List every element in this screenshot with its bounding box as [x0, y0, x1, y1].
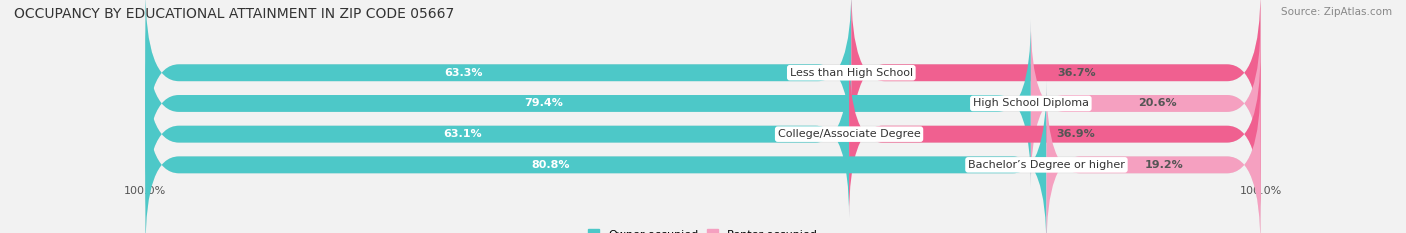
Text: 80.8%: 80.8%	[531, 160, 571, 170]
FancyBboxPatch shape	[851, 0, 1261, 156]
FancyBboxPatch shape	[145, 20, 1031, 187]
Text: 20.6%: 20.6%	[1137, 99, 1177, 108]
Text: Source: ZipAtlas.com: Source: ZipAtlas.com	[1281, 7, 1392, 17]
Legend: Owner-occupied, Renter-occupied: Owner-occupied, Renter-occupied	[583, 224, 823, 233]
FancyBboxPatch shape	[145, 20, 1261, 187]
Text: OCCUPANCY BY EDUCATIONAL ATTAINMENT IN ZIP CODE 05667: OCCUPANCY BY EDUCATIONAL ATTAINMENT IN Z…	[14, 7, 454, 21]
FancyBboxPatch shape	[145, 51, 1261, 218]
Text: College/Associate Degree: College/Associate Degree	[778, 129, 921, 139]
FancyBboxPatch shape	[145, 0, 1261, 156]
Text: 63.3%: 63.3%	[444, 68, 482, 78]
Text: 63.1%: 63.1%	[443, 129, 481, 139]
Text: High School Diploma: High School Diploma	[973, 99, 1088, 108]
FancyBboxPatch shape	[145, 0, 851, 156]
FancyBboxPatch shape	[145, 51, 849, 218]
Text: 36.7%: 36.7%	[1057, 68, 1095, 78]
Text: Less than High School: Less than High School	[790, 68, 912, 78]
Text: 19.2%: 19.2%	[1144, 160, 1184, 170]
FancyBboxPatch shape	[1046, 81, 1261, 233]
FancyBboxPatch shape	[145, 81, 1046, 233]
Text: Bachelor’s Degree or higher: Bachelor’s Degree or higher	[967, 160, 1125, 170]
FancyBboxPatch shape	[145, 81, 1261, 233]
FancyBboxPatch shape	[1031, 20, 1261, 187]
Text: 36.9%: 36.9%	[1056, 129, 1095, 139]
FancyBboxPatch shape	[849, 51, 1261, 218]
Text: 79.4%: 79.4%	[524, 99, 564, 108]
